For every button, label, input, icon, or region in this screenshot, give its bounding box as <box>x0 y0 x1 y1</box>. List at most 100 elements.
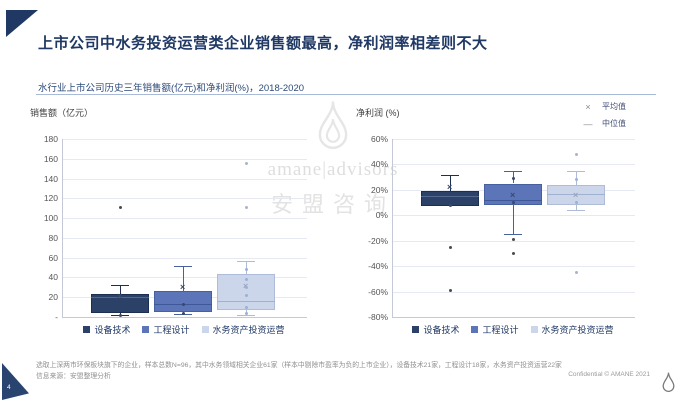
outlier-point <box>244 205 248 209</box>
whisker-cap <box>237 315 255 317</box>
mean-marker: × <box>510 189 516 200</box>
gridline <box>63 198 307 200</box>
sample-point <box>244 268 248 272</box>
legend-label: 设备技术 <box>94 325 131 335</box>
box-工程设计 <box>154 291 212 313</box>
page-title: 上市公司中水务投资运营类企业销售额最高，净利润率相差则不大 <box>38 35 488 52</box>
confidential-notice: Confidential © AMANE 2021 <box>568 371 650 378</box>
profit-legend: 设备技术 工程设计 水务资产投资运营 <box>392 323 634 336</box>
median-line <box>547 193 605 195</box>
legend-item-水务资产投资运营: 水务资产投资运营 <box>530 323 614 336</box>
outlier-point <box>118 205 122 209</box>
footnote-line-2: 信息来源：安盟整理分析 <box>36 372 111 380</box>
legend-swatch <box>471 326 479 333</box>
y-tick-label: -80% <box>368 312 388 322</box>
y-tick-label: -20% <box>368 235 388 246</box>
whisker-line <box>576 205 577 211</box>
y-tick-label: 60% <box>370 134 388 144</box>
y-tick-label: 80 <box>48 232 58 243</box>
box-水务资产投资运营 <box>547 184 605 206</box>
amane-logo-icon <box>660 371 677 399</box>
y-tick-label: 120 <box>43 193 58 204</box>
whisker-cap <box>174 265 192 267</box>
whisker-line <box>513 205 514 235</box>
median-legend-label: 中位值 <box>602 119 626 128</box>
mean-marker: × <box>117 291 123 302</box>
profit-axis-title: 净利润 (%) <box>356 108 400 118</box>
legend-swatch <box>83 326 91 333</box>
mean-marker: × <box>180 282 186 293</box>
gridline <box>63 139 307 140</box>
footer-triangle-decoration <box>2 363 29 400</box>
mean-marker: × <box>447 182 453 193</box>
mean-legend-row: × 平均值 <box>582 101 626 112</box>
median-line <box>421 196 479 198</box>
gridline <box>393 291 635 293</box>
median-line <box>484 200 542 202</box>
sales-axis-title: 销售额（亿元） <box>30 108 94 118</box>
droplet-watermark-icon <box>318 101 348 150</box>
whisker-line <box>450 174 451 192</box>
box-设备技术 <box>91 294 149 314</box>
whisker-cap <box>567 170 585 172</box>
legend-label: 设备技术 <box>423 325 460 335</box>
mean-marker-icon: × <box>585 101 591 112</box>
median-line <box>217 301 275 303</box>
whisker-cap <box>567 210 585 212</box>
y-tick-label: -40% <box>368 261 388 272</box>
page-number: 4 <box>7 384 11 391</box>
legend-swatch <box>142 326 150 333</box>
gridline <box>393 215 635 217</box>
sample-point <box>244 305 248 309</box>
whisker-line <box>120 285 121 295</box>
sales-legend: 设备技术 工程设计 水务资产投资运营 <box>62 323 306 336</box>
legend-label: 水务资产投资运营 <box>212 325 285 335</box>
whisker-cap <box>111 285 129 287</box>
gridline <box>63 277 307 279</box>
sample-point <box>574 178 578 182</box>
legend-swatch <box>412 326 420 333</box>
gridline <box>393 240 635 242</box>
median-legend-row: — 中位值 <box>582 118 627 129</box>
legend-item-工程设计: 工程设计 <box>471 323 519 336</box>
sample-point <box>244 285 248 289</box>
chart-subtitle: 水行业上市公司历史三年销售额(亿元)和净利润(%)，2018-2020 <box>38 83 305 94</box>
gridline <box>393 139 635 140</box>
sample-point <box>511 201 515 205</box>
gridline <box>393 266 635 268</box>
whisker-cap <box>504 170 522 172</box>
outlier-point <box>448 245 452 249</box>
gridline <box>63 237 307 239</box>
gridline <box>393 164 635 166</box>
y-tick-label: 20 <box>48 292 58 303</box>
y-tick-label: 100 <box>43 213 58 224</box>
legend-label: 工程设计 <box>482 325 519 335</box>
footnote: 选取上深两市环保板块旗下的企业，样本总数N=96，其中水务领域相关企业61家（样… <box>36 361 601 382</box>
y-tick-label: 40 <box>48 272 58 283</box>
marker-legend: × 平均值 — 中位值 <box>582 101 627 135</box>
sample-point <box>244 311 248 315</box>
legend-label: 水务资产投资运营 <box>541 325 614 335</box>
outlier-point <box>448 288 452 292</box>
whisker-line <box>183 265 184 292</box>
sample-point <box>181 302 185 306</box>
gridline <box>63 178 307 180</box>
profit-boxplot: -80% -60% -40% -20% 0% 20% 40% 60% × × × <box>368 134 635 322</box>
outlier-point <box>511 251 515 255</box>
box-工程设计 <box>484 183 542 206</box>
legend-label: 工程设计 <box>153 325 190 335</box>
gridline <box>63 158 307 160</box>
legend-swatch <box>201 326 209 333</box>
y-tick-label: 140 <box>43 173 58 184</box>
y-tick-label: 40% <box>370 159 388 170</box>
legend-swatch <box>530 326 538 333</box>
sample-point <box>244 293 248 297</box>
sample-point <box>574 201 578 205</box>
legend-item-工程设计: 工程设计 <box>142 323 190 336</box>
outlier-point <box>511 237 515 241</box>
whisker-cap <box>174 314 192 316</box>
y-tick-label: 20% <box>370 184 388 195</box>
whisker-cap <box>441 174 459 176</box>
